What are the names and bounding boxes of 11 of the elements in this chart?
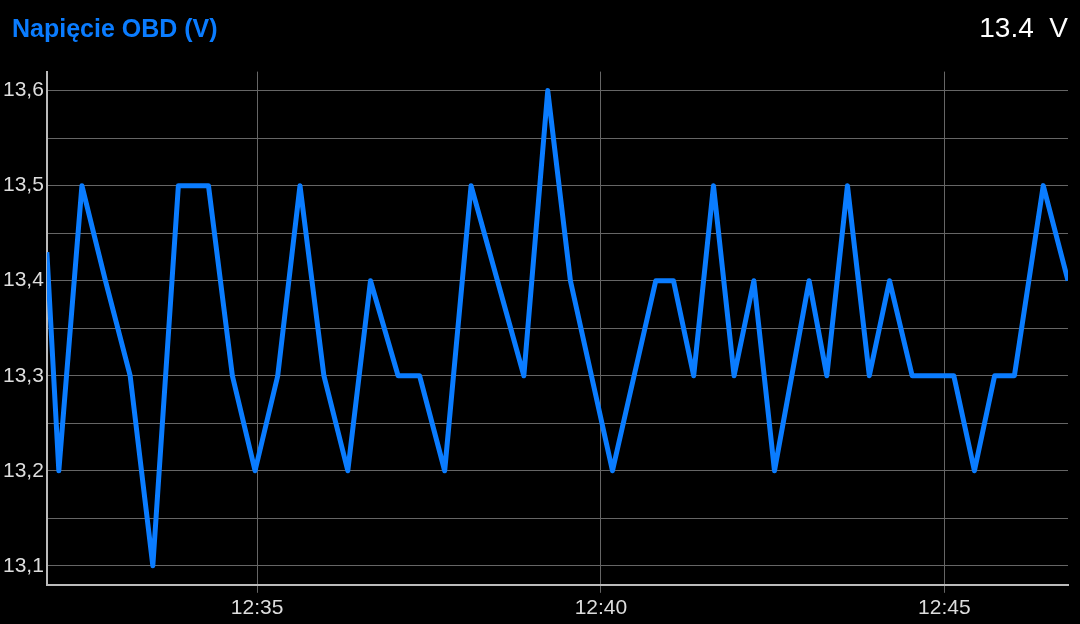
y-tick-label: 13,3 [3,362,44,386]
y-tick-label: 13,2 [3,457,44,481]
y-tick-label: 13,1 [3,552,44,576]
y-tick-label: 13,6 [3,77,44,101]
x-tick-label: 12:45 [918,595,971,619]
y-tick-label: 13,5 [3,172,44,196]
y-tick-label: 13,4 [3,267,45,291]
text: 13.4 V [979,12,1068,44]
x-tick-label: 12:35 [230,595,284,619]
x-tick-label: 12:40 [574,595,628,619]
chart-title: Napięcie OBD (V) [12,13,218,43]
